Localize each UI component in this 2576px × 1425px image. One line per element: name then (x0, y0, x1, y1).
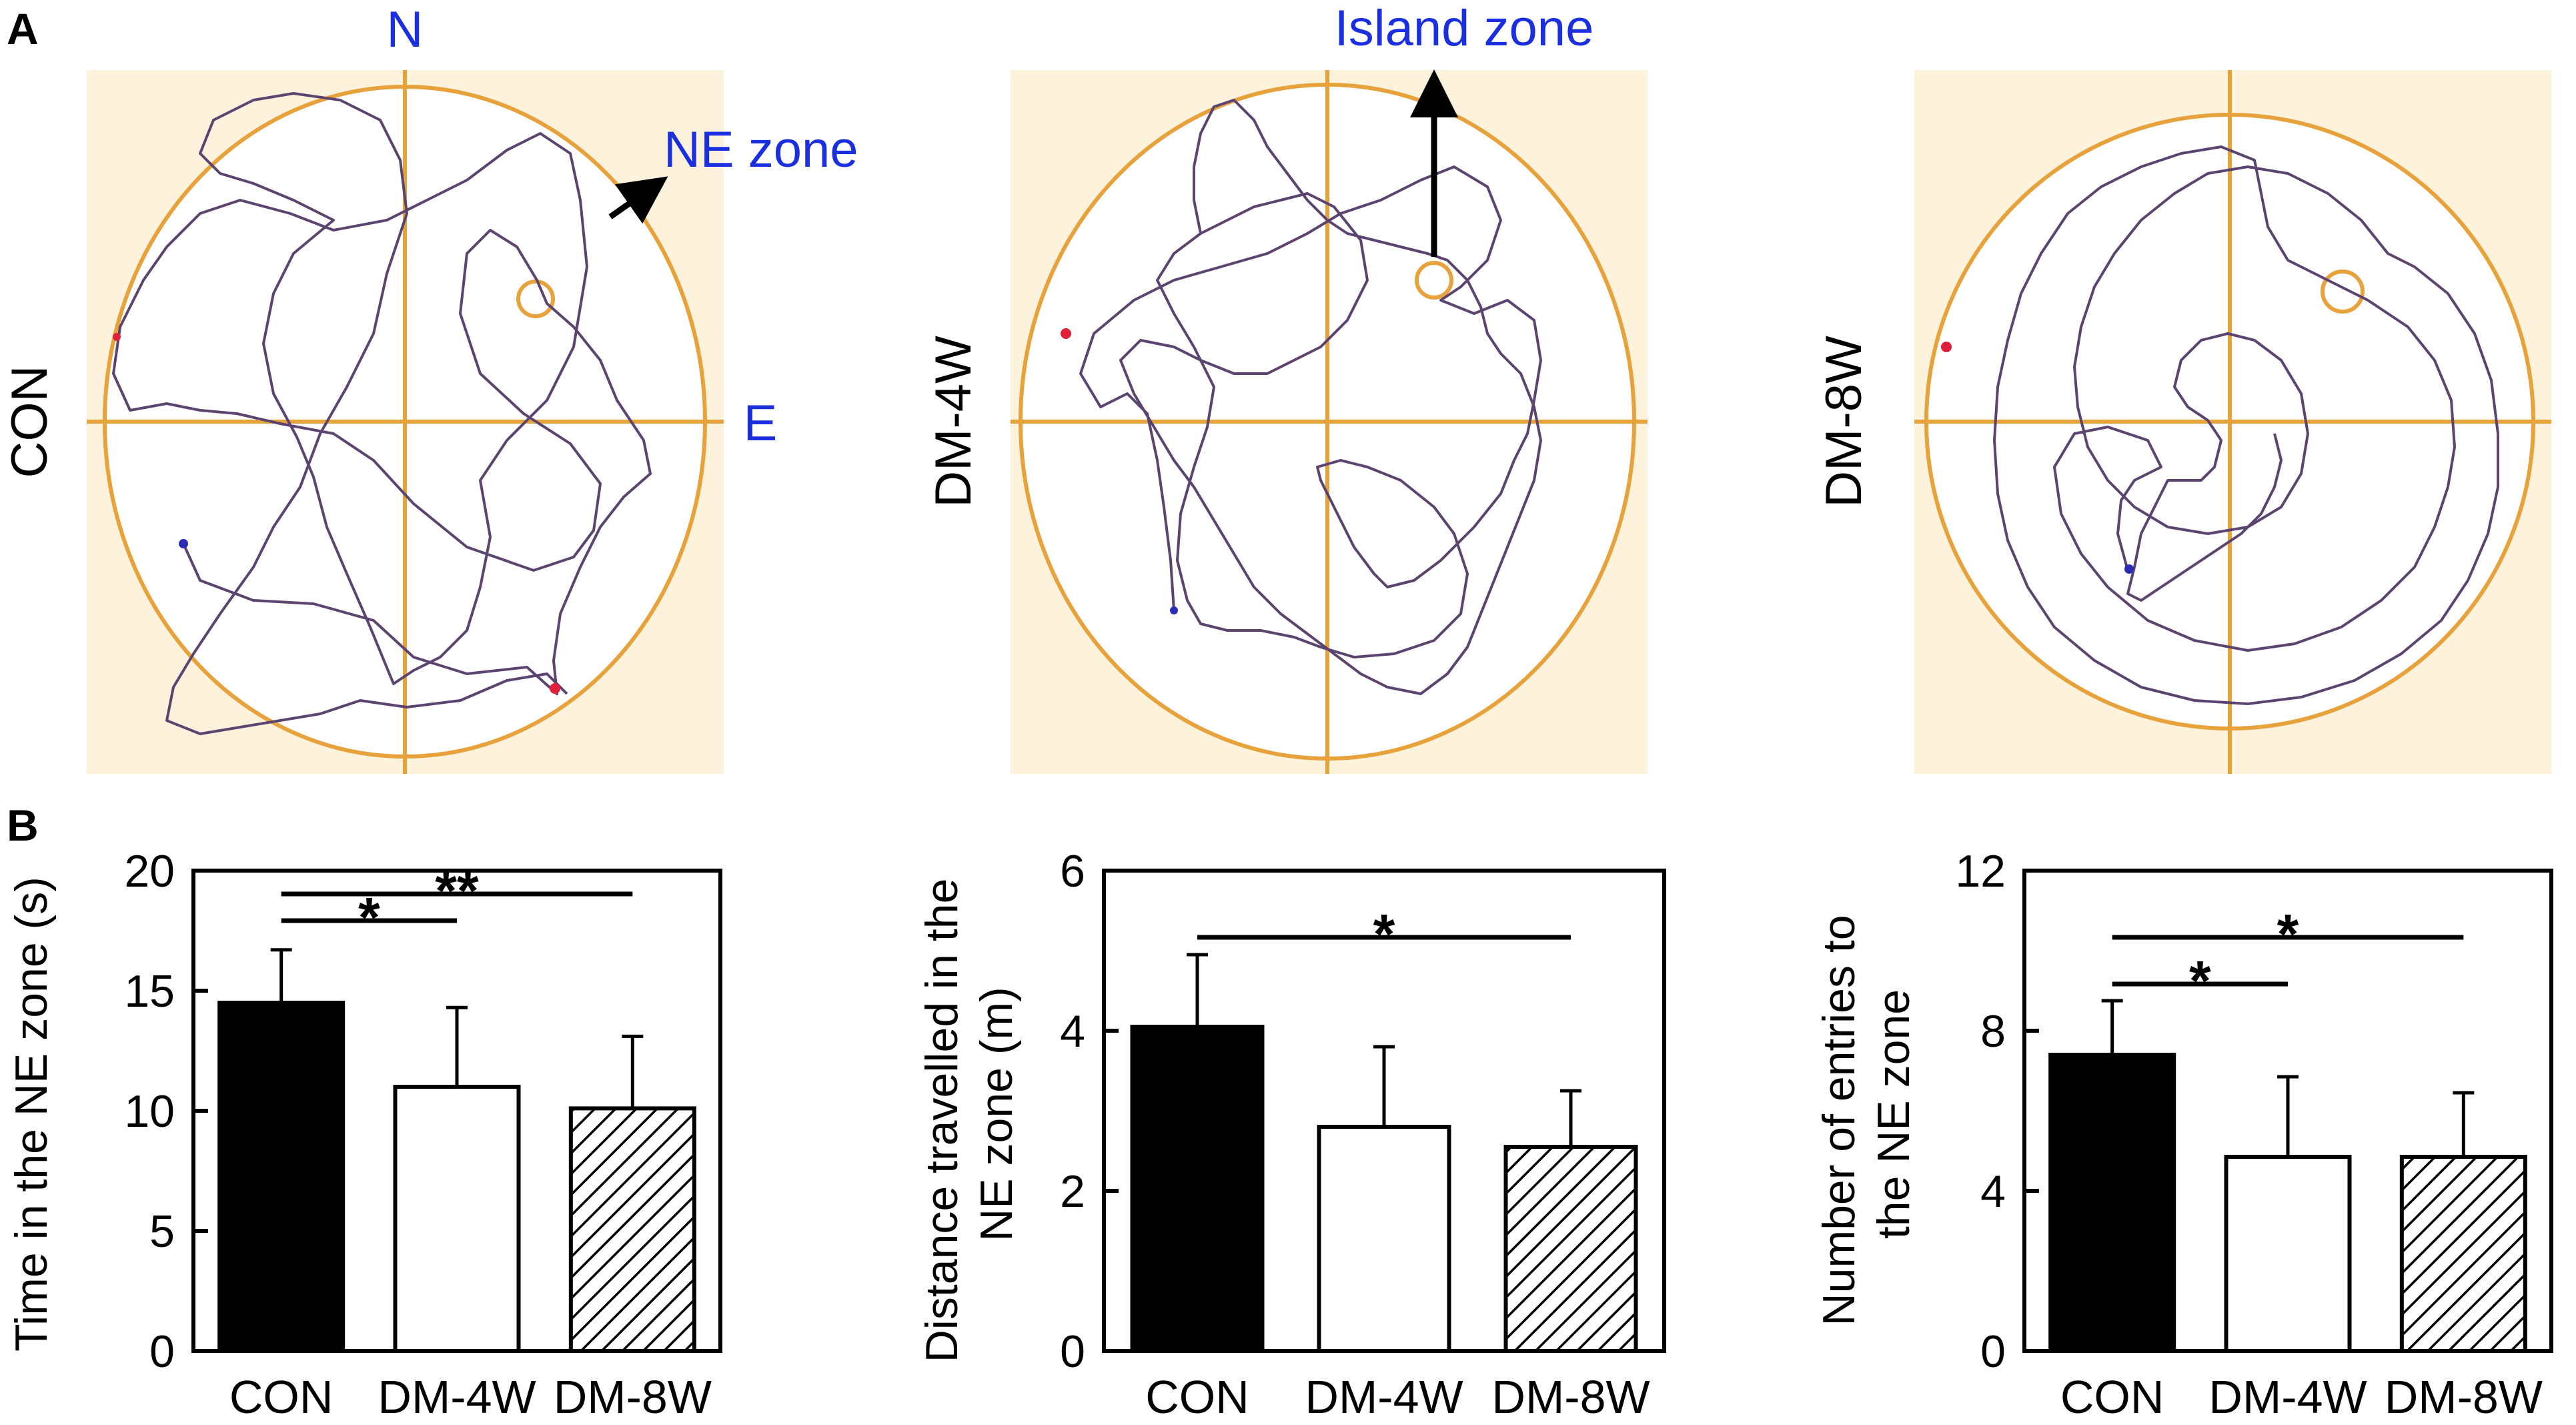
significance-star-1: * (2277, 903, 2299, 965)
bar-con (217, 1001, 346, 1353)
ytick-marks (2024, 869, 2039, 1353)
ytick-labels: 0 5 10 15 20 (124, 846, 175, 1377)
ytick-label-3: 6 (1060, 846, 1085, 897)
ytick-label-1: 4 (1980, 1166, 2006, 1217)
bar-chart-distance: 0 2 4 6 * CON DM-4W DM-8W Distance travelle… (916, 846, 1666, 1423)
y-axis-label: Number of entries to the NE zone (1814, 903, 1919, 1326)
swim-path (112, 92, 652, 735)
bar-dm-4w (393, 1085, 521, 1353)
start-dot (179, 539, 188, 548)
y-axis-label: Distance travelled in the NE zone (m) (916, 866, 1022, 1363)
ytick-label-0: 0 (1060, 1326, 1085, 1377)
bars (217, 1001, 696, 1354)
y-axis-label-line-1: Number of entries to (1814, 915, 1864, 1326)
group-label-con: CON (1, 366, 58, 478)
significance-star-0: * (1373, 903, 1395, 965)
bar-con (2048, 1053, 2176, 1353)
end-dot (1061, 328, 1071, 339)
ytick-marks (1104, 869, 1119, 1353)
category-label-dm4w: DM-4W (378, 1371, 536, 1423)
significance-star-0: * (2189, 949, 2211, 1012)
north-label: N (387, 1, 424, 58)
bar-con (1130, 1025, 1265, 1353)
ytick-label-1: 5 (149, 1206, 175, 1257)
bar-dm-8w (568, 1106, 696, 1354)
group-label-dm8w: DM-8W (1816, 336, 1872, 508)
island-marker (1415, 261, 1453, 300)
ne-zone-label: NE zone (664, 121, 858, 178)
ytick-label-4: 20 (124, 846, 175, 897)
ytick-labels: 0 2 4 6 (1060, 846, 1085, 1377)
ytick-label-1: 2 (1060, 1166, 1085, 1217)
significance-star-1: ** (435, 859, 479, 922)
bar-dm-8w (2399, 1155, 2527, 1353)
island-marker (2321, 270, 2365, 314)
category-label-dm8w: DM-8W (1491, 1371, 1650, 1423)
island-zone-label: Island zone (1335, 0, 1594, 57)
panel-label-a: A (7, 4, 39, 53)
y-axis-label-line-2: NE zone (m) (971, 987, 1022, 1242)
end-dot (550, 683, 560, 694)
significance-star-0: * (358, 886, 380, 949)
track-panel-dm4w: DM-4W Island zone (925, 0, 1648, 774)
ytick-labels: 0 4 8 12 (1955, 846, 2006, 1377)
bars (1130, 1025, 1638, 1353)
panel-label-b: B (7, 801, 39, 850)
east-label: E (744, 395, 778, 452)
category-label-dm8w: DM-8W (2385, 1371, 2543, 1423)
ytick-label-2: 8 (1980, 1006, 2006, 1057)
end-dot-2 (113, 333, 121, 341)
bar-dm-4w (1317, 1125, 1451, 1353)
error-bars (270, 948, 644, 1109)
end-dot (1941, 342, 1952, 352)
significance-brackets: * (1197, 903, 1571, 965)
category-label-con: CON (2060, 1371, 2164, 1423)
ytick-label-3: 12 (1955, 846, 2006, 897)
bar-dm-8w (1503, 1145, 1638, 1353)
group-label-dm4w: DM-4W (925, 336, 982, 508)
swim-path (1079, 99, 1542, 695)
track-panel-con: CON N E NE zone (1, 1, 858, 774)
ytick-label-0: 0 (149, 1326, 175, 1377)
ytick-label-2: 10 (124, 1086, 175, 1137)
start-dot (2124, 564, 2134, 574)
y-axis-label: Time in the NE zone (s) (6, 877, 57, 1352)
significance-brackets: * ** (281, 859, 633, 949)
significance-brackets: ** (2112, 903, 2464, 1012)
track-panel-dm8w: DM-8W (1816, 70, 2551, 774)
ne-zone-arrow (608, 176, 668, 224)
ytick-label-0: 0 (1980, 1326, 2006, 1377)
error-bars (1187, 953, 1581, 1147)
ytick-label-2: 4 (1060, 1006, 1085, 1057)
error-bars (2101, 999, 2475, 1157)
swim-path (1993, 145, 2499, 705)
ytick-label-3: 15 (124, 966, 175, 1017)
ytick-marks (193, 869, 208, 1353)
bars (2048, 1053, 2527, 1353)
start-dot (1170, 606, 1178, 614)
category-label-dm8w: DM-8W (554, 1371, 712, 1423)
y-axis-label-line-1: Distance travelled in the (916, 879, 967, 1363)
category-label-dm4w: DM-4W (2208, 1371, 2367, 1423)
island-marker (516, 280, 555, 318)
category-label-con: CON (229, 1371, 334, 1423)
y-axis-label-line-2: the NE zone (1868, 989, 1919, 1239)
category-label-dm4w: DM-4W (1305, 1371, 1463, 1423)
bar-dm-4w (2224, 1155, 2352, 1353)
category-label-con: CON (1145, 1371, 1249, 1423)
